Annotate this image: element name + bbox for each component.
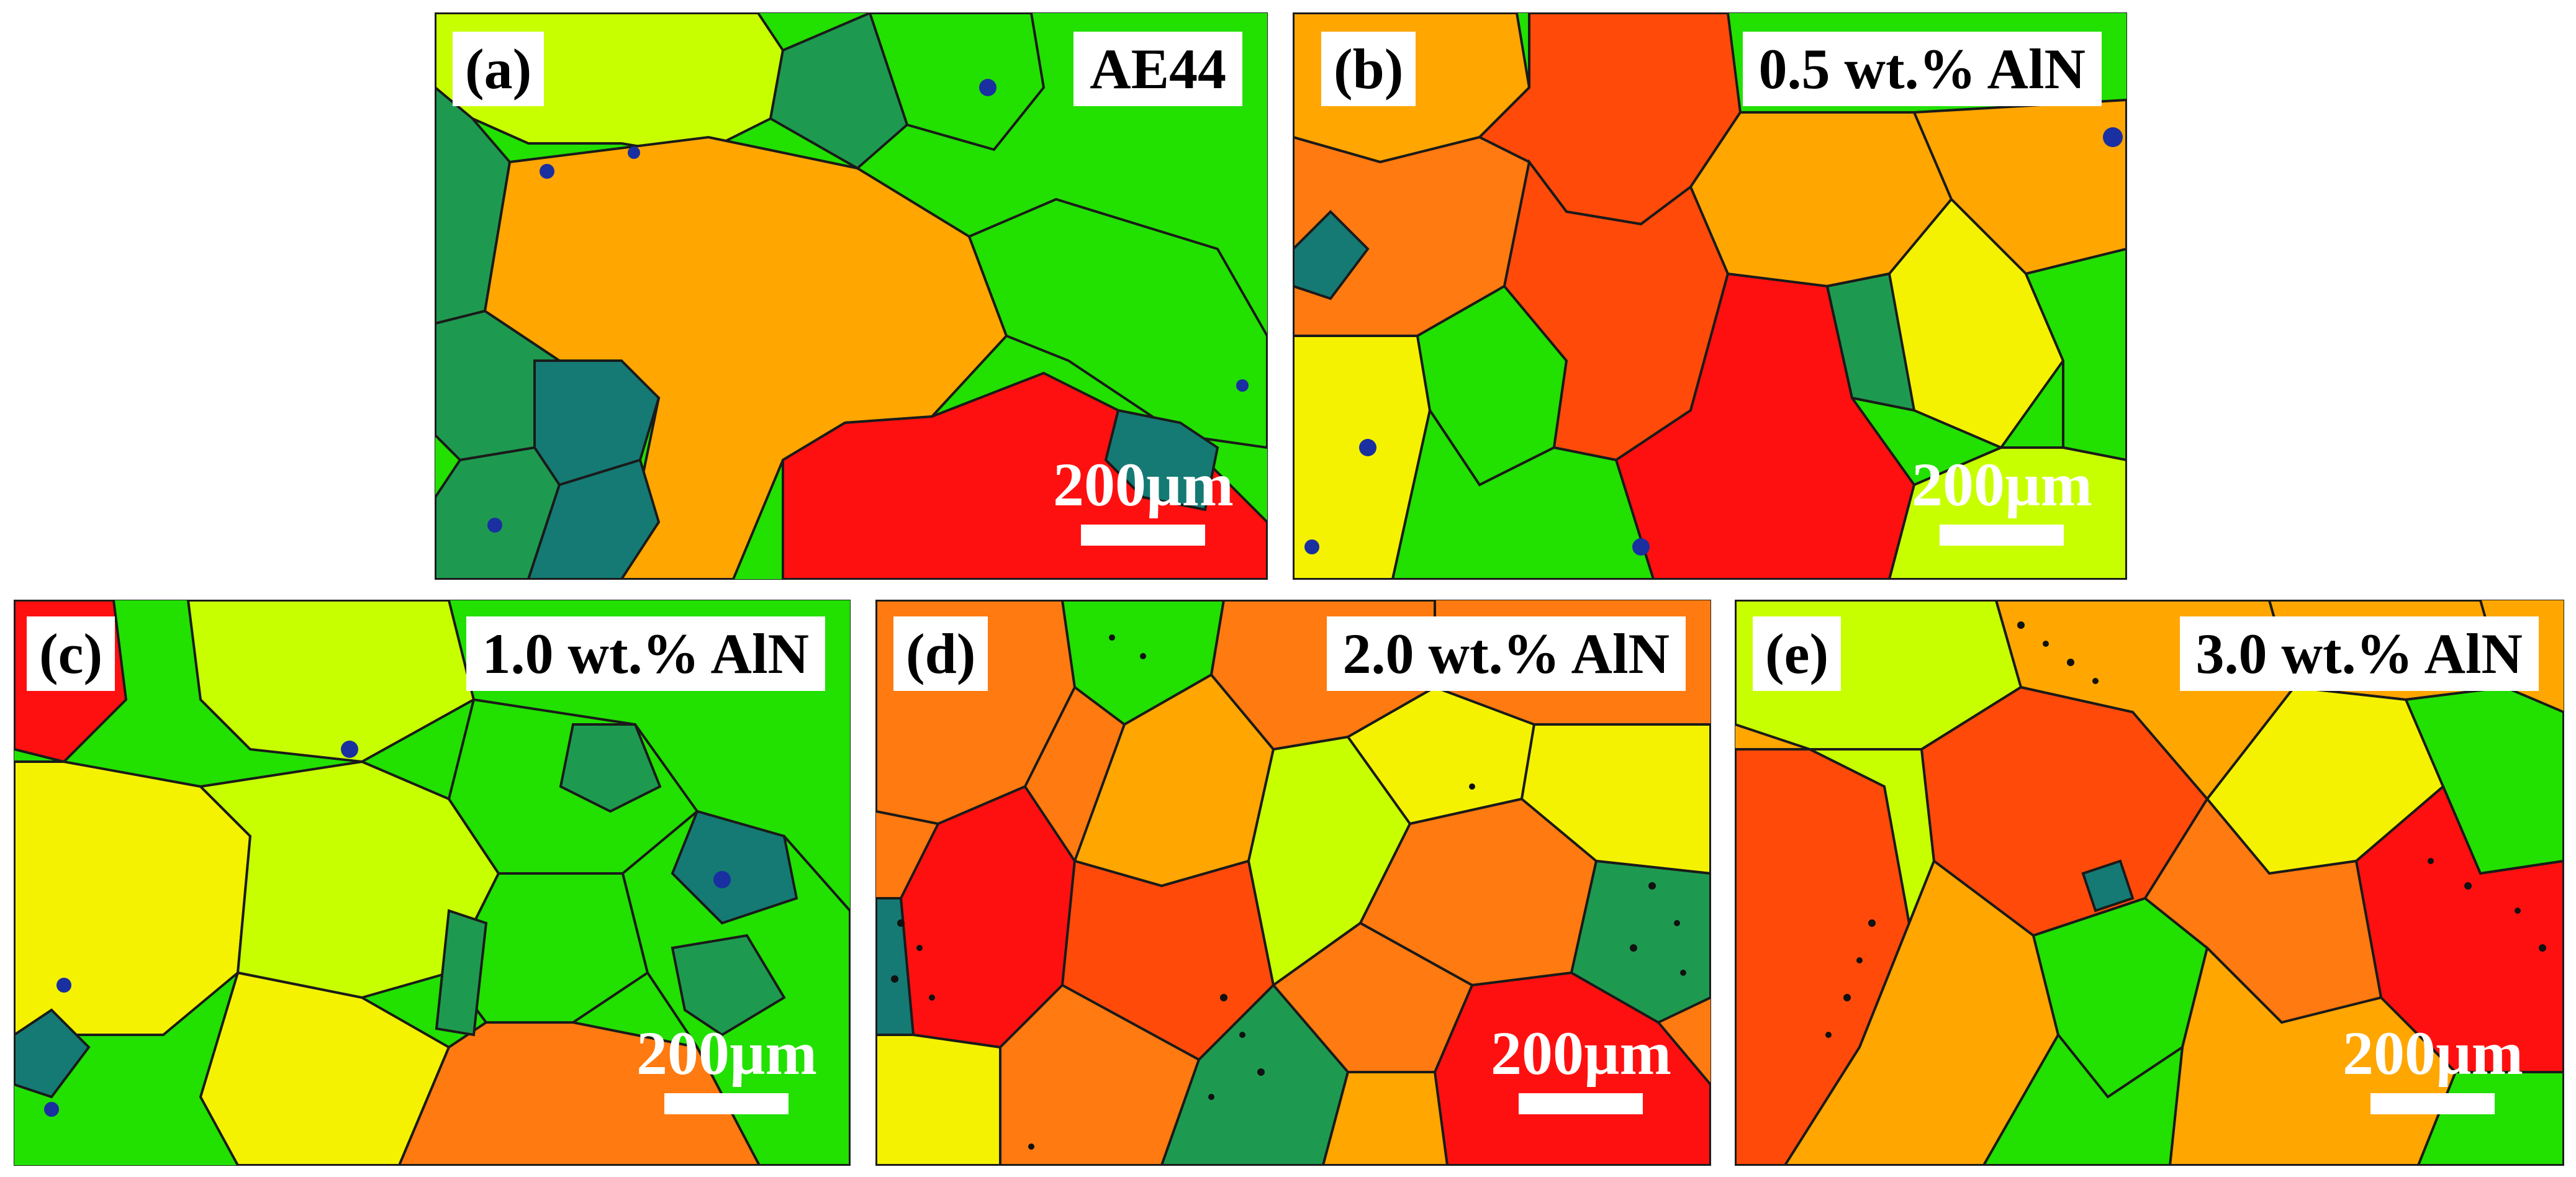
ebsd-map-panel-c: (c) 1.0 wt.% AlN 200µm [14, 600, 851, 1166]
panel-title-d: 2.0 wt.% AlN [1326, 616, 1686, 691]
scale-bar-label-e: 200µm [2343, 1019, 2523, 1088]
scale-bar-line-e [2370, 1093, 2495, 1114]
scale-bar-label-d: 200µm [1491, 1019, 1671, 1088]
scale-bar-c: 200µm [636, 1022, 817, 1114]
scale-bar-line-a [1081, 525, 1206, 546]
scale-bar-a: 200µm [1053, 454, 1234, 546]
panel-letter-e: (e) [1753, 616, 1842, 691]
scale-bar-label-b: 200µm [1912, 450, 2092, 519]
ebsd-map-panel-b: (b) 0.5 wt.% AlN 200µm [1293, 12, 2127, 580]
scale-bar-d: 200µm [1491, 1022, 1671, 1114]
ebsd-map-panel-e: (e) 3.0 wt.% AlN 200µm [1735, 600, 2564, 1166]
scale-bar-line-b [1940, 525, 2064, 546]
scale-bar-label-c: 200µm [636, 1019, 817, 1088]
ebsd-grain-map-d [876, 600, 1711, 1165]
panel-title-c: 1.0 wt.% AlN [466, 616, 825, 691]
ebsd-grain-map-b [1293, 13, 2126, 579]
ebsd-map-panel-a: (a) AE44 200µm [435, 12, 1268, 580]
panel-letter-a: (a) [453, 32, 545, 106]
ebsd-grain-map-c [14, 600, 850, 1165]
scale-bar-label-a: 200µm [1053, 450, 1234, 519]
panel-letter-d: (d) [893, 616, 988, 691]
scale-bar-line-c [664, 1093, 789, 1114]
panel-title-b: 0.5 wt.% AlN [1742, 32, 2102, 106]
ebsd-map-panel-d: (d) 2.0 wt.% AlN 200µm [875, 600, 1711, 1166]
panel-letter-c: (c) [27, 616, 115, 691]
panel-title-e: 3.0 wt.% AlN [2179, 616, 2539, 691]
scale-bar-e: 200µm [2343, 1022, 2523, 1114]
scale-bar-b: 200µm [1912, 454, 2092, 546]
scale-bar-line-d [1519, 1093, 1643, 1114]
panel-title-a: AE44 [1073, 32, 1242, 106]
panel-letter-b: (b) [1321, 32, 1416, 106]
ebsd-grain-map-a [435, 13, 1267, 579]
